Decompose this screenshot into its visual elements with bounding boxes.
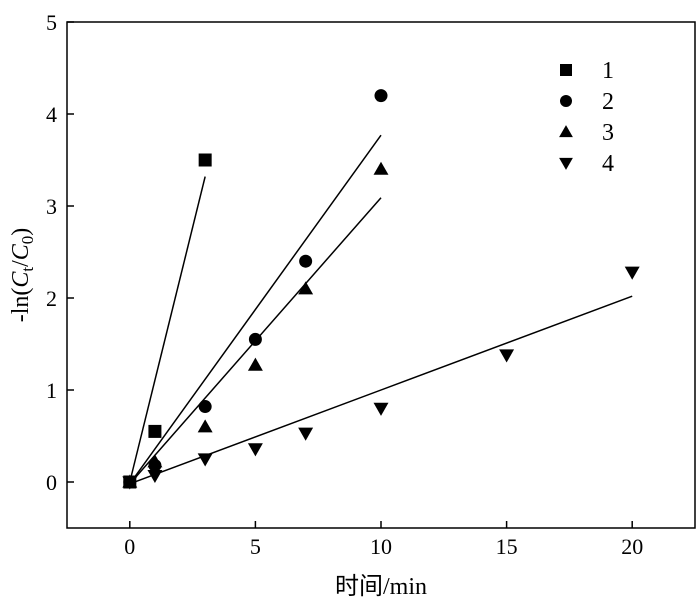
y-axis-label-part: t <box>18 267 37 272</box>
x-tick-label: 10 <box>370 534 392 559</box>
legend: 1 2 3 4 <box>559 58 614 177</box>
legend-label-series-4: 4 <box>602 151 614 177</box>
y-tick-label: 4 <box>46 102 57 127</box>
y-tick-label: 1 <box>46 378 57 403</box>
legend-label-series-1: 1 <box>602 58 614 84</box>
data-point-series-2 <box>374 89 388 103</box>
data-point-series-4 <box>298 427 314 441</box>
data-point-series-3 <box>197 419 213 433</box>
y-axis-label-part: 0 <box>18 236 37 245</box>
x-tick-label: 0 <box>124 534 135 559</box>
y-axis-label-part: ) <box>8 228 34 236</box>
y-tick-label: 3 <box>46 194 57 219</box>
data-point-series-1 <box>148 424 162 438</box>
data-point-series-1 <box>198 153 212 167</box>
data-point-series-3 <box>298 281 314 295</box>
axis-ticks: 0 5 10 15 20 0 1 2 3 4 5 <box>46 10 643 559</box>
data-point-series-2 <box>299 254 313 268</box>
fit-line-series-4 <box>129 295 633 485</box>
y-axis-label: -ln(Ct/C0) <box>8 228 37 323</box>
legend-label-series-3: 3 <box>602 120 614 146</box>
data-point-series-3 <box>373 161 389 175</box>
data-point-series-4 <box>122 476 138 490</box>
legend-marker-series-2 <box>560 95 572 107</box>
data-point-series-4 <box>197 453 213 467</box>
y-tick-label: 0 <box>46 470 57 495</box>
x-tick-label: 15 <box>496 534 518 559</box>
legend-marker-series-3 <box>559 125 573 138</box>
data-point-series-4 <box>624 266 640 280</box>
y-axis-label-part: / <box>8 260 34 267</box>
x-axis-label: 时间/min <box>335 573 427 600</box>
legend-label-series-2: 2 <box>602 89 614 115</box>
legend-marker-series-4 <box>559 157 573 170</box>
legend-marker-series-1 <box>560 64 572 76</box>
data-point-series-2 <box>198 400 212 414</box>
y-tick-label: 5 <box>46 10 57 35</box>
data-point-series-2 <box>248 332 262 346</box>
fit-line-series-1 <box>129 176 206 483</box>
y-axis-label-part: -ln( <box>8 288 34 323</box>
y-axis-label-part: C <box>8 243 34 260</box>
data-point-series-4 <box>247 443 263 457</box>
y-axis-label-part: C <box>8 271 34 288</box>
fit-line-series-2 <box>129 134 382 485</box>
data-point-series-4 <box>499 349 515 363</box>
fit-lines <box>129 134 633 485</box>
data-point-series-3 <box>247 357 263 371</box>
data-point-series-4 <box>373 402 389 416</box>
data-point-series-3 <box>147 454 163 468</box>
x-tick-label: 5 <box>250 534 261 559</box>
y-tick-label: 2 <box>46 286 57 311</box>
data-point-series-4 <box>147 469 163 484</box>
x-tick-label: 20 <box>621 534 643 559</box>
data-points <box>122 89 640 490</box>
